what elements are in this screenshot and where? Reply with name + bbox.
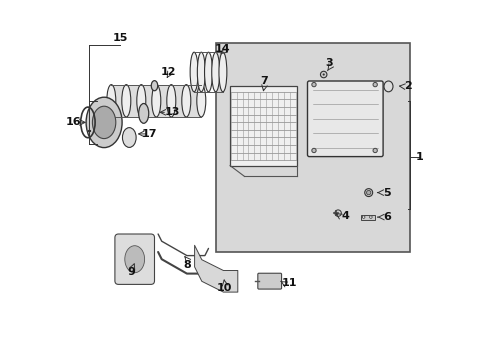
Ellipse shape bbox=[369, 216, 371, 218]
Ellipse shape bbox=[151, 85, 161, 117]
Text: 17: 17 bbox=[141, 129, 157, 139]
Ellipse shape bbox=[137, 85, 145, 117]
Ellipse shape bbox=[151, 81, 158, 91]
Ellipse shape bbox=[204, 52, 212, 92]
Text: 3: 3 bbox=[325, 58, 332, 68]
Ellipse shape bbox=[372, 148, 377, 153]
Ellipse shape bbox=[311, 148, 316, 153]
Ellipse shape bbox=[166, 85, 176, 117]
Ellipse shape bbox=[124, 246, 144, 273]
Ellipse shape bbox=[362, 216, 364, 218]
Ellipse shape bbox=[219, 52, 226, 92]
Ellipse shape bbox=[311, 82, 316, 87]
Text: 2: 2 bbox=[404, 81, 411, 91]
Ellipse shape bbox=[372, 82, 377, 87]
Ellipse shape bbox=[364, 189, 372, 197]
Ellipse shape bbox=[106, 85, 116, 117]
Text: 9: 9 bbox=[127, 267, 135, 277]
Ellipse shape bbox=[182, 85, 190, 117]
Ellipse shape bbox=[92, 106, 116, 139]
Text: 10: 10 bbox=[217, 283, 232, 293]
Text: 14: 14 bbox=[215, 44, 230, 54]
Ellipse shape bbox=[122, 85, 130, 117]
Ellipse shape bbox=[122, 128, 136, 148]
Ellipse shape bbox=[383, 81, 392, 92]
Ellipse shape bbox=[211, 52, 219, 92]
Ellipse shape bbox=[322, 73, 324, 76]
Ellipse shape bbox=[196, 85, 205, 117]
Bar bbox=[361, 215, 374, 220]
Text: 7: 7 bbox=[260, 76, 267, 86]
Ellipse shape bbox=[86, 97, 122, 148]
Text: 11: 11 bbox=[281, 278, 297, 288]
FancyBboxPatch shape bbox=[307, 81, 382, 157]
Ellipse shape bbox=[197, 52, 205, 92]
Bar bbox=[215, 43, 409, 252]
FancyBboxPatch shape bbox=[115, 234, 154, 284]
Bar bbox=[230, 86, 296, 166]
Ellipse shape bbox=[139, 104, 148, 123]
Text: 4: 4 bbox=[341, 211, 348, 221]
Text: 6: 6 bbox=[382, 212, 390, 222]
Ellipse shape bbox=[366, 190, 370, 195]
Text: 5: 5 bbox=[382, 188, 390, 198]
Text: 12: 12 bbox=[161, 67, 176, 77]
Ellipse shape bbox=[334, 210, 341, 216]
Text: 13: 13 bbox=[164, 107, 180, 117]
FancyBboxPatch shape bbox=[257, 273, 281, 289]
Ellipse shape bbox=[190, 52, 198, 92]
Bar bbox=[111, 85, 201, 117]
Text: 1: 1 bbox=[414, 152, 422, 162]
Ellipse shape bbox=[320, 71, 326, 78]
Text: 15: 15 bbox=[112, 33, 128, 43]
Text: 16: 16 bbox=[65, 117, 81, 127]
Text: 8: 8 bbox=[183, 260, 190, 270]
